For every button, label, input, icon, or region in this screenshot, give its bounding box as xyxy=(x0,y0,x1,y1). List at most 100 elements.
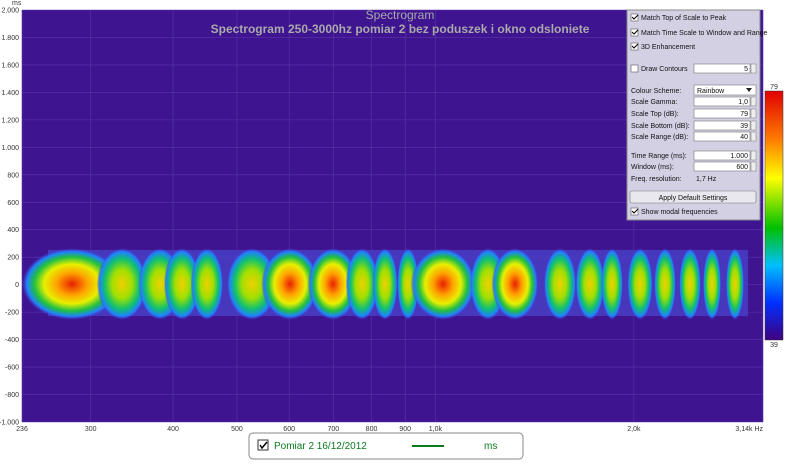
spectrum-blob xyxy=(345,248,379,320)
button-label: Apply Default Settings xyxy=(659,195,728,202)
colorbar xyxy=(764,90,784,341)
input-value: 5 xyxy=(744,66,748,73)
input[interactable] xyxy=(693,131,751,142)
spinner[interactable] xyxy=(750,131,757,142)
input[interactable] xyxy=(693,63,751,74)
legend-unit: ms xyxy=(484,441,497,452)
spectrum-blob xyxy=(601,248,623,320)
legend-name: Pomiar 2 16/12/2012 xyxy=(274,441,367,452)
y-tick-label: -400 xyxy=(5,337,19,344)
spectrum-blob xyxy=(397,248,419,320)
input-value: 39 xyxy=(740,123,748,130)
legend-box xyxy=(248,432,524,460)
x-tick-label: 600 xyxy=(283,426,295,433)
legend-checkbox[interactable] xyxy=(257,439,269,451)
y-tick-label: 600 xyxy=(7,200,19,207)
dropdown[interactable] xyxy=(693,84,757,96)
checkbox[interactable] xyxy=(630,64,639,73)
checkbox[interactable] xyxy=(630,42,639,51)
y-tick-label: 1.000 xyxy=(1,145,19,152)
y-tick-label: 800 xyxy=(7,172,19,179)
y-tick-label: 1.600 xyxy=(1,62,19,69)
x-tick-label: 700 xyxy=(327,426,339,433)
field-label: Scale Top (dB): xyxy=(631,111,679,118)
checkmark xyxy=(631,208,639,214)
input[interactable] xyxy=(693,108,751,119)
spinner[interactable] xyxy=(750,96,757,107)
spectrum-blob xyxy=(372,248,398,320)
y-tick-label: 400 xyxy=(7,227,19,234)
field-label: Window (ms): xyxy=(631,164,674,171)
y-tick-label: 1.400 xyxy=(1,90,19,97)
spectrum-blob xyxy=(261,248,319,320)
checkbox-label: Match Time Scale to Window and Range xyxy=(641,30,768,37)
field-value: 1,7 Hz xyxy=(696,176,717,183)
x-tick-label: 500 xyxy=(231,426,243,433)
spectrum-blob xyxy=(543,248,577,320)
checkbox-label: Match Top of Scale to Peak xyxy=(641,15,727,22)
y-tick-label: 1.800 xyxy=(1,35,19,42)
input[interactable] xyxy=(693,150,751,161)
x-tick-label: 400 xyxy=(167,426,179,433)
checkbox-label: Show modal frequencies xyxy=(641,209,718,216)
spectrum-blob xyxy=(491,248,539,320)
spectrum-blob xyxy=(307,248,359,320)
settings-panel: Match Top of Scale to Peak Match Time Sca… xyxy=(626,9,768,221)
x-tick-label: 3,14k Hz xyxy=(735,426,763,433)
title: Spectrogram xyxy=(366,8,435,22)
checkbox[interactable] xyxy=(630,13,639,22)
y-tick-label: -800 xyxy=(5,392,19,399)
input[interactable] xyxy=(693,161,751,172)
field-label: Scale Gamma: xyxy=(631,99,677,106)
spinner[interactable] xyxy=(750,108,757,119)
spectrum-blob xyxy=(654,248,676,320)
colorbar-bottom: 39 xyxy=(770,342,778,349)
y-tick-label: 1.200 xyxy=(1,117,19,124)
unit-label: ms xyxy=(12,0,22,7)
input-value: 1.000 xyxy=(730,153,748,160)
spectrum-blob xyxy=(96,248,148,320)
checkbox[interactable] xyxy=(630,28,639,37)
spinner[interactable] xyxy=(750,120,757,131)
y-tick-label: 0 xyxy=(15,282,19,289)
x-tick-label: 900 xyxy=(399,426,411,433)
field-label: Colour Scheme: xyxy=(631,88,681,95)
checkmark xyxy=(631,29,639,35)
field-label: Freq. resolution: xyxy=(631,176,682,183)
x-tick-label: 800 xyxy=(366,426,378,433)
spectrum-blob xyxy=(703,248,721,320)
field-label: Scale Bottom (dB): xyxy=(631,123,690,130)
y-tick-label: -200 xyxy=(5,310,19,317)
spectrum-blob xyxy=(164,248,200,320)
dropdown-value: Rainbow xyxy=(697,88,725,95)
dropdown-arrow xyxy=(746,88,752,92)
spectrum-blob xyxy=(21,248,123,320)
legend: Pomiar 2 16/12/2012 ms xyxy=(248,432,524,460)
spectrum-blob xyxy=(627,248,653,320)
checkmark xyxy=(631,14,639,20)
y-tick-label: 2.000 xyxy=(1,8,19,15)
x-tick-label: 2,0k xyxy=(627,426,641,433)
x-tick-label: 236 xyxy=(16,426,28,433)
x-tick-label: 1,0k xyxy=(429,426,443,433)
checkmark xyxy=(631,43,639,49)
colorbar-top: 79 xyxy=(770,84,778,91)
checkbox-label: Draw Contours xyxy=(641,66,688,73)
input-value: 40 xyxy=(740,134,748,141)
input-value: 1,0 xyxy=(738,99,748,106)
x-tick-label: 300 xyxy=(85,426,97,433)
button[interactable] xyxy=(629,190,757,204)
spinner[interactable] xyxy=(750,150,757,161)
spectrum-blob xyxy=(679,248,701,320)
spectrum-blob xyxy=(726,248,744,320)
input[interactable] xyxy=(693,120,751,131)
spinner[interactable] xyxy=(750,161,757,172)
spinner[interactable] xyxy=(750,63,757,74)
input[interactable] xyxy=(693,96,751,107)
subtitle: Spectrogram 250-3000hz pomiar 2 bez podu… xyxy=(211,22,590,36)
y-tick-label: -600 xyxy=(5,365,19,372)
y-tick-label: 200 xyxy=(7,255,19,262)
y-tick-label: -1.000 xyxy=(0,420,19,427)
checkbox[interactable] xyxy=(630,207,639,216)
